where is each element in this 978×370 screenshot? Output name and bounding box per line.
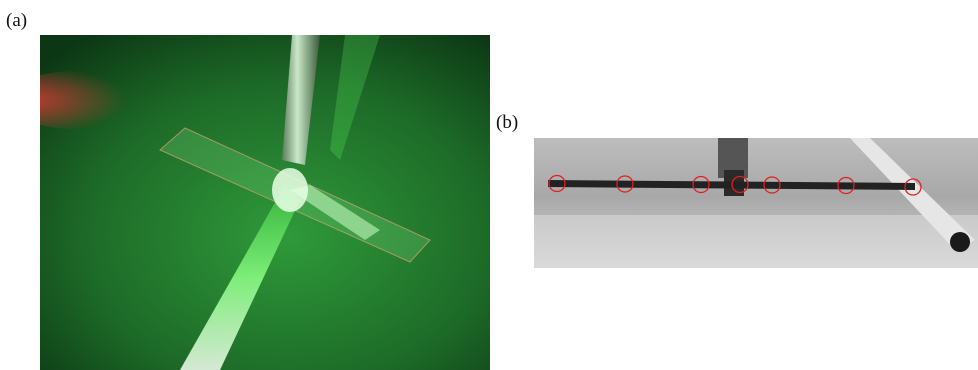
panel-label: (b) — [496, 112, 518, 133]
panel-label: (a) — [6, 10, 27, 31]
photo-a — [40, 35, 490, 370]
photo-b — [534, 138, 978, 268]
